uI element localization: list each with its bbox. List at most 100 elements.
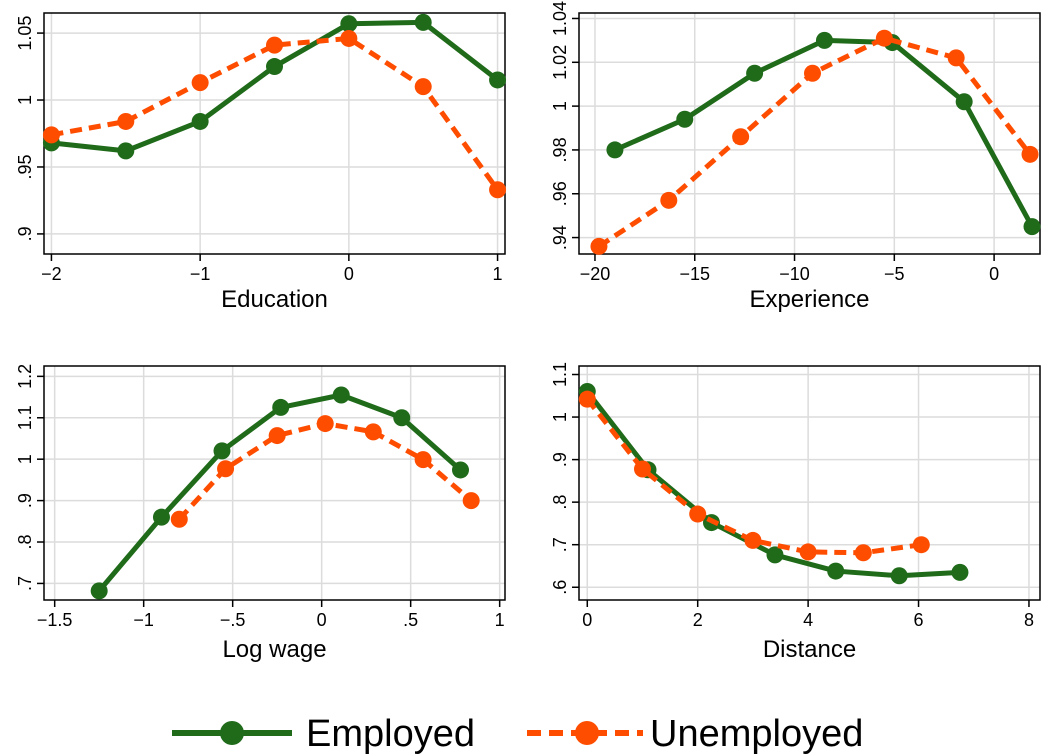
data-point-unemployed bbox=[462, 492, 480, 510]
data-point-employed bbox=[340, 15, 358, 33]
x-tick-label: −.5 bbox=[220, 610, 246, 630]
x-tick-label: 0 bbox=[582, 610, 592, 630]
data-point-unemployed bbox=[732, 128, 750, 146]
data-point-unemployed bbox=[912, 536, 930, 554]
data-point-employed bbox=[272, 398, 290, 416]
y-tick-label: 1 bbox=[15, 95, 35, 105]
x-tick-label: −1 bbox=[190, 264, 211, 284]
y-tick-label: .98 bbox=[550, 137, 570, 162]
data-point-employed bbox=[452, 461, 470, 479]
legend: Employed Unemployed bbox=[172, 713, 863, 755]
data-point-unemployed bbox=[340, 29, 358, 47]
x-tick-label: 6 bbox=[914, 610, 924, 630]
data-point-unemployed bbox=[268, 427, 286, 445]
data-point-employed bbox=[213, 442, 231, 460]
y-tick-label: 1.2 bbox=[15, 364, 35, 389]
x-tick-label: 0 bbox=[317, 610, 327, 630]
legend-label-unemployed: Unemployed bbox=[650, 713, 863, 755]
y-tick-label: 1 bbox=[550, 101, 570, 111]
plot-frame bbox=[43, 365, 506, 601]
y-tick-label: .7 bbox=[550, 537, 570, 552]
y-tick-label: .96 bbox=[550, 181, 570, 206]
y-tick-label: 1.1 bbox=[15, 405, 35, 430]
y-tick-label: .9 bbox=[15, 493, 35, 508]
panel-log-wage: −1.5 −1 −.5 0 .5 1 .7 .8 .9 1 1.1 1.2 Log wage bbox=[15, 364, 506, 663]
x-tick-label: −15 bbox=[679, 264, 710, 284]
x-tick-label: 0 bbox=[989, 264, 999, 284]
data-point-unemployed bbox=[414, 78, 432, 96]
data-point-unemployed bbox=[217, 460, 235, 478]
data-point-employed bbox=[766, 546, 784, 564]
panel-education: −2 −1 0 1 .9 .95 1 1.05 Education bbox=[15, 12, 507, 313]
x-axis-title: Distance bbox=[763, 636, 856, 663]
data-point-unemployed bbox=[590, 237, 608, 255]
data-point-unemployed bbox=[266, 36, 283, 54]
plot-frame bbox=[578, 12, 1041, 255]
y-tick-label: .95 bbox=[15, 154, 35, 179]
x-tick-label: 1 bbox=[493, 264, 503, 284]
y-tick-label: .7 bbox=[15, 576, 35, 591]
data-point-employed bbox=[676, 110, 694, 128]
data-point-unemployed bbox=[414, 451, 432, 469]
data-point-employed bbox=[955, 93, 973, 111]
data-point-unemployed bbox=[316, 415, 334, 433]
data-point-employed bbox=[951, 563, 969, 581]
x-tick-label: 2 bbox=[693, 610, 703, 630]
data-point-employed bbox=[117, 142, 135, 160]
data-point-unemployed bbox=[364, 423, 382, 441]
data-point-employed bbox=[152, 508, 170, 526]
data-point-unemployed bbox=[799, 543, 817, 561]
panel-distance: 0 2 4 6 8 .6 .7 .8 .9 1 1.1 Distance bbox=[550, 362, 1041, 663]
plot-frame bbox=[578, 365, 1041, 601]
data-point-unemployed bbox=[660, 191, 678, 209]
x-tick-label: 4 bbox=[803, 610, 813, 630]
legend-marker-unemployed bbox=[575, 721, 599, 745]
data-point-unemployed bbox=[170, 510, 188, 528]
data-point-unemployed bbox=[1021, 145, 1039, 163]
data-point-employed bbox=[489, 71, 507, 89]
y-tick-label: 1.02 bbox=[550, 45, 570, 80]
data-point-employed bbox=[414, 13, 432, 31]
data-point-employed bbox=[815, 31, 833, 49]
y-tick-label: .6 bbox=[550, 580, 570, 595]
data-point-employed bbox=[90, 582, 108, 600]
data-point-unemployed bbox=[744, 531, 762, 549]
plot-area bbox=[579, 366, 1040, 600]
data-point-unemployed bbox=[689, 505, 707, 523]
x-tick-label: −2 bbox=[41, 264, 62, 284]
x-tick-label: −1 bbox=[133, 610, 154, 630]
legend-item-unemployed: Unemployed bbox=[527, 713, 863, 755]
x-axis-title: Education bbox=[221, 286, 328, 313]
panel-experience: −20 −15 −10 −5 0 .94 .96 .98 1 1.02 1.04 Experience bbox=[550, 1, 1041, 313]
y-tick-label: .8 bbox=[15, 535, 35, 550]
data-point-unemployed bbox=[854, 544, 872, 562]
y-tick-label: .9 bbox=[550, 452, 570, 467]
data-point-employed bbox=[191, 112, 209, 130]
data-point-unemployed bbox=[578, 390, 596, 408]
y-tick-label: .9 bbox=[15, 226, 35, 241]
x-tick-label: 1 bbox=[495, 610, 505, 630]
data-point-unemployed bbox=[42, 126, 60, 144]
legend-label-employed: Employed bbox=[306, 713, 475, 755]
y-tick-label: 1 bbox=[550, 412, 570, 422]
x-tick-label: .5 bbox=[403, 610, 418, 630]
x-axis-title: Log wage bbox=[222, 636, 326, 663]
data-point-employed bbox=[1023, 218, 1041, 236]
y-tick-label: .94 bbox=[550, 225, 570, 250]
x-tick-label: −10 bbox=[779, 264, 810, 284]
data-point-employed bbox=[890, 567, 908, 585]
data-point-unemployed bbox=[489, 181, 507, 199]
x-tick-label: −1.5 bbox=[37, 610, 73, 630]
y-tick-label: 1.05 bbox=[15, 16, 35, 51]
data-point-employed bbox=[266, 58, 283, 76]
x-tick-label: −20 bbox=[580, 264, 611, 284]
y-tick-label: 1.04 bbox=[550, 1, 570, 36]
data-point-unemployed bbox=[947, 49, 965, 67]
plot-area bbox=[44, 366, 505, 600]
data-point-employed bbox=[393, 409, 411, 427]
data-point-unemployed bbox=[117, 112, 135, 130]
data-point-unemployed bbox=[803, 64, 821, 82]
y-tick-label: 1.1 bbox=[550, 362, 570, 387]
data-point-employed bbox=[746, 64, 764, 82]
